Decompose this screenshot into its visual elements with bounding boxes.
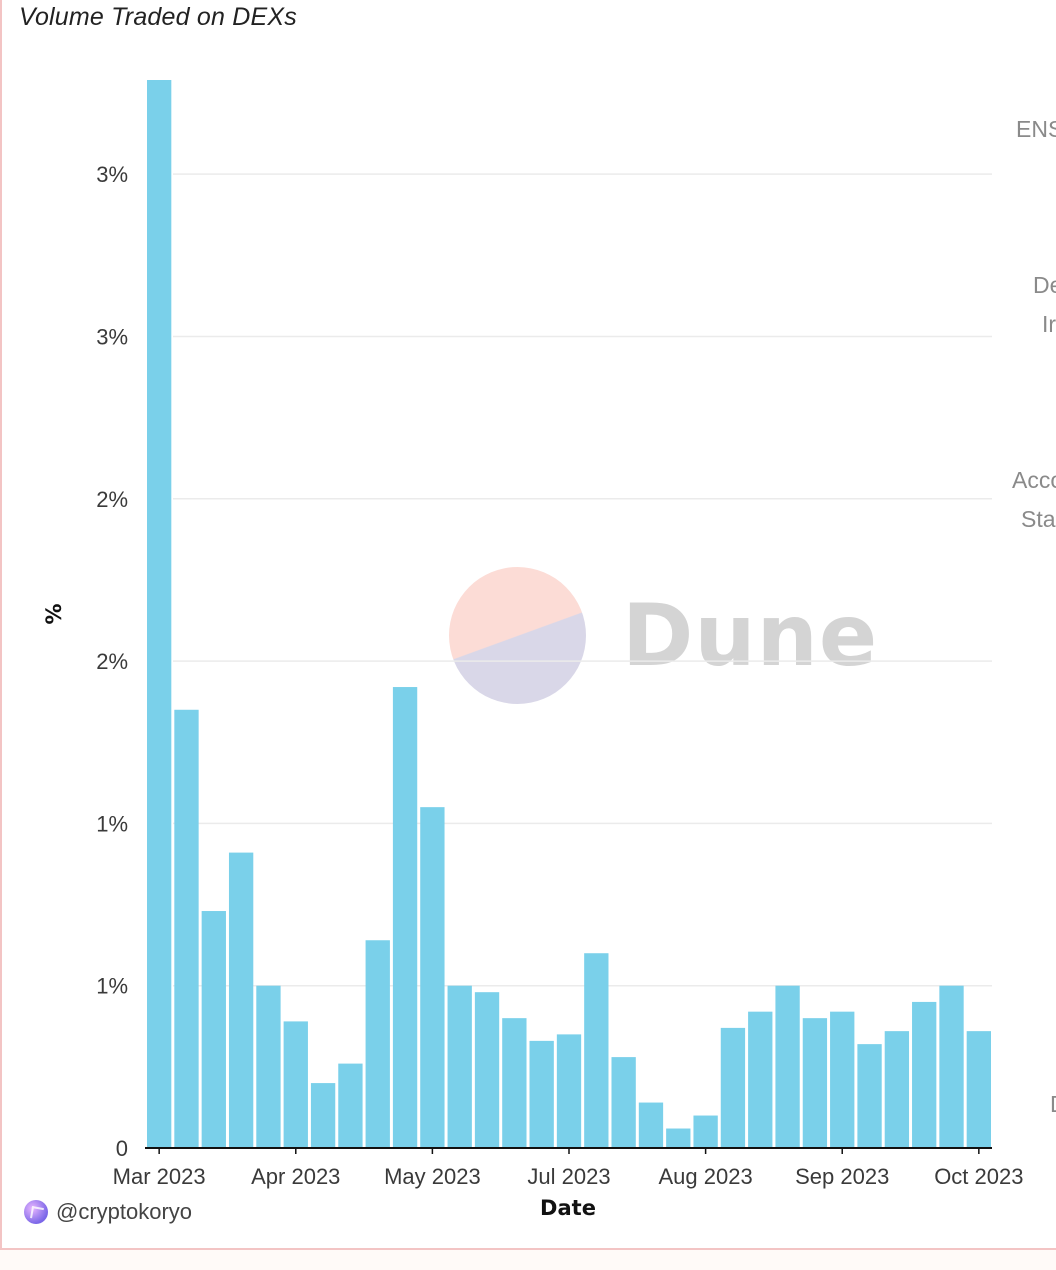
x-tick-label: Apr 2023 [251,1164,340,1189]
bar[interactable] [147,80,172,1148]
bar[interactable] [201,911,226,1148]
bar[interactable] [611,1057,636,1148]
bar[interactable] [912,1001,937,1148]
y-tick-label: 2% [96,487,128,512]
bar[interactable] [447,985,472,1148]
bar[interactable] [830,1011,855,1148]
side-panel-label: Acco [1012,467,1056,493]
bar[interactable] [256,985,281,1148]
watermark-text: Dune [622,585,879,686]
bar[interactable] [420,807,445,1148]
bar[interactable] [802,1018,828,1148]
bar[interactable] [638,1102,664,1148]
x-tick-label: May 2023 [384,1164,481,1189]
bar[interactable] [720,1027,746,1148]
x-tick-label: Oct 2023 [934,1164,1023,1189]
side-panel-label: ENS [1016,116,1056,142]
y-tick-label: 3% [96,324,128,349]
bar[interactable] [529,1040,554,1148]
bar[interactable] [748,1011,773,1148]
y-tick-label: 1% [96,811,128,836]
side-panel-label: Sta [1021,506,1056,532]
bar[interactable] [174,709,199,1148]
x-tick-label: Mar 2023 [113,1164,206,1189]
bar[interactable] [338,1063,363,1148]
y-tick-label: 0 [116,1136,128,1161]
bar[interactable] [228,852,254,1148]
bar[interactable] [310,1083,336,1148]
y-tick-label: 3% [96,162,128,187]
bar[interactable] [857,1044,882,1148]
x-tick-label: Jul 2023 [527,1164,610,1189]
y-axis-title: % [42,603,66,624]
bar[interactable] [884,1031,910,1148]
x-tick-label: Sep 2023 [795,1164,889,1189]
author-handle: @cryptokoryo [56,1199,193,1224]
bar[interactable] [693,1115,718,1148]
side-panel-label: D [1050,1091,1056,1117]
bar[interactable] [966,1031,991,1148]
bar[interactable] [392,687,418,1148]
bar[interactable] [474,992,500,1148]
bar[interactable] [584,953,609,1148]
y-tick-label: 2% [96,649,128,674]
chart-title: Volume Traded on DEXs [19,3,297,31]
bar[interactable] [502,1018,527,1148]
side-panel-label: De [1033,272,1056,298]
side-panel-label: Ir [1042,311,1056,337]
y-tick-label: 1% [96,974,128,999]
author-credit[interactable]: @cryptokoryo [24,1199,192,1225]
bar[interactable] [939,985,964,1148]
axes: 0 1% 1% 2% 2% 3% 3% Mar 2023 Apr 2023 May 2023 Jul… [42,162,1023,1220]
dune-logo-icon [449,567,586,704]
dune-watermark: Dune [449,567,878,704]
grid-lines [173,173,992,987]
bar[interactable] [666,1128,691,1148]
avatar-icon [24,1200,48,1224]
cropped-side-panel: ENS De Ir Acco Sta D [1012,116,1056,1117]
bar-series [147,80,991,1148]
x-tick-label: Aug 2023 [659,1164,753,1189]
bar[interactable] [283,1021,308,1148]
bar[interactable] [365,940,390,1148]
bar[interactable] [556,1034,582,1148]
x-axis-title: Date [540,1196,596,1220]
bar[interactable] [775,985,800,1148]
